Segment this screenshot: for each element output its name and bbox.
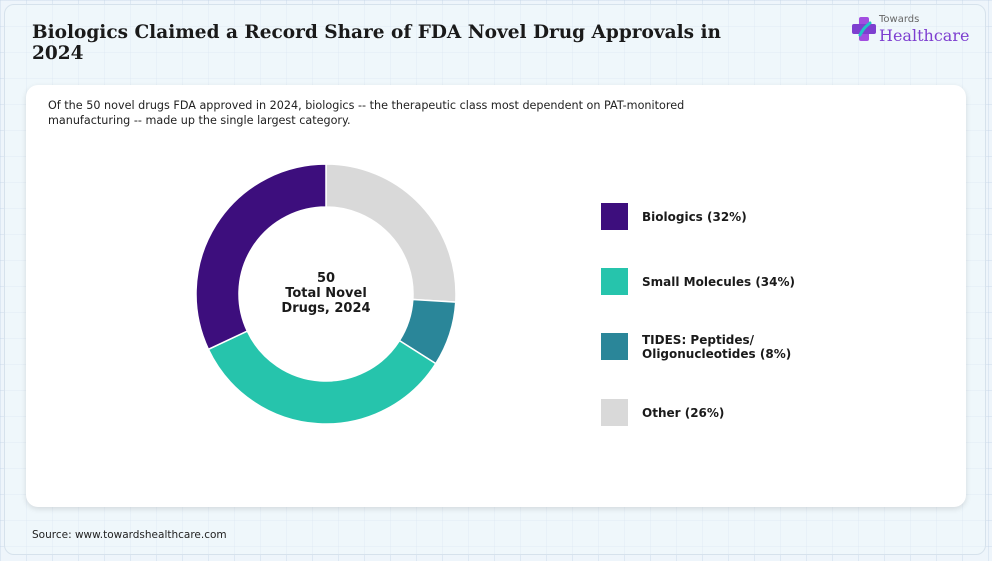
source-note: Source: www.towardshealthcare.com <box>32 529 227 541</box>
center-line-3: Drugs, 2024 <box>281 301 371 316</box>
center-total: 50 <box>316 271 336 286</box>
center-line-2: Total Novel <box>285 286 367 301</box>
legend-item: TIDES: Peptides/ Oligonucleotides (8%) <box>601 333 901 361</box>
legend-label: Small Molecules (34%) <box>642 275 796 289</box>
legend-item: Biologics (32%) <box>601 203 901 231</box>
legend-swatch <box>601 399 628 426</box>
legend-swatch <box>601 203 628 230</box>
legend-label: TIDES: Peptides/ Oligonucleotides (8%) <box>642 333 792 361</box>
chart-subtitle: Of the 50 novel drugs FDA approved in 20… <box>48 99 685 127</box>
donut-center-label: 50 Total Novel Drugs, 2024 <box>251 271 401 316</box>
logo-text-towards: Towards <box>879 14 920 25</box>
legend-label: Other (26%) <box>642 406 725 420</box>
legend-label: Biologics (32%) <box>642 210 747 224</box>
legend-item: Other (26%) <box>601 399 901 427</box>
donut-slice-2 <box>207 330 437 425</box>
legend-swatch <box>601 268 628 295</box>
legend-swatch <box>601 333 628 360</box>
donut-slice-3 <box>195 163 327 351</box>
donut-chart <box>195 163 457 425</box>
chart-card: Of the 50 novel drugs FDA approved in 20… <box>26 85 966 507</box>
brand-logo: Towards Healthcare <box>850 13 970 49</box>
page-title: Biologics Claimed a Record Share of FDA … <box>32 22 721 64</box>
medical-cross-icon <box>852 17 876 41</box>
logo-text-healthcare: Healthcare <box>879 26 970 45</box>
legend-item: Small Molecules (34%) <box>601 268 901 296</box>
